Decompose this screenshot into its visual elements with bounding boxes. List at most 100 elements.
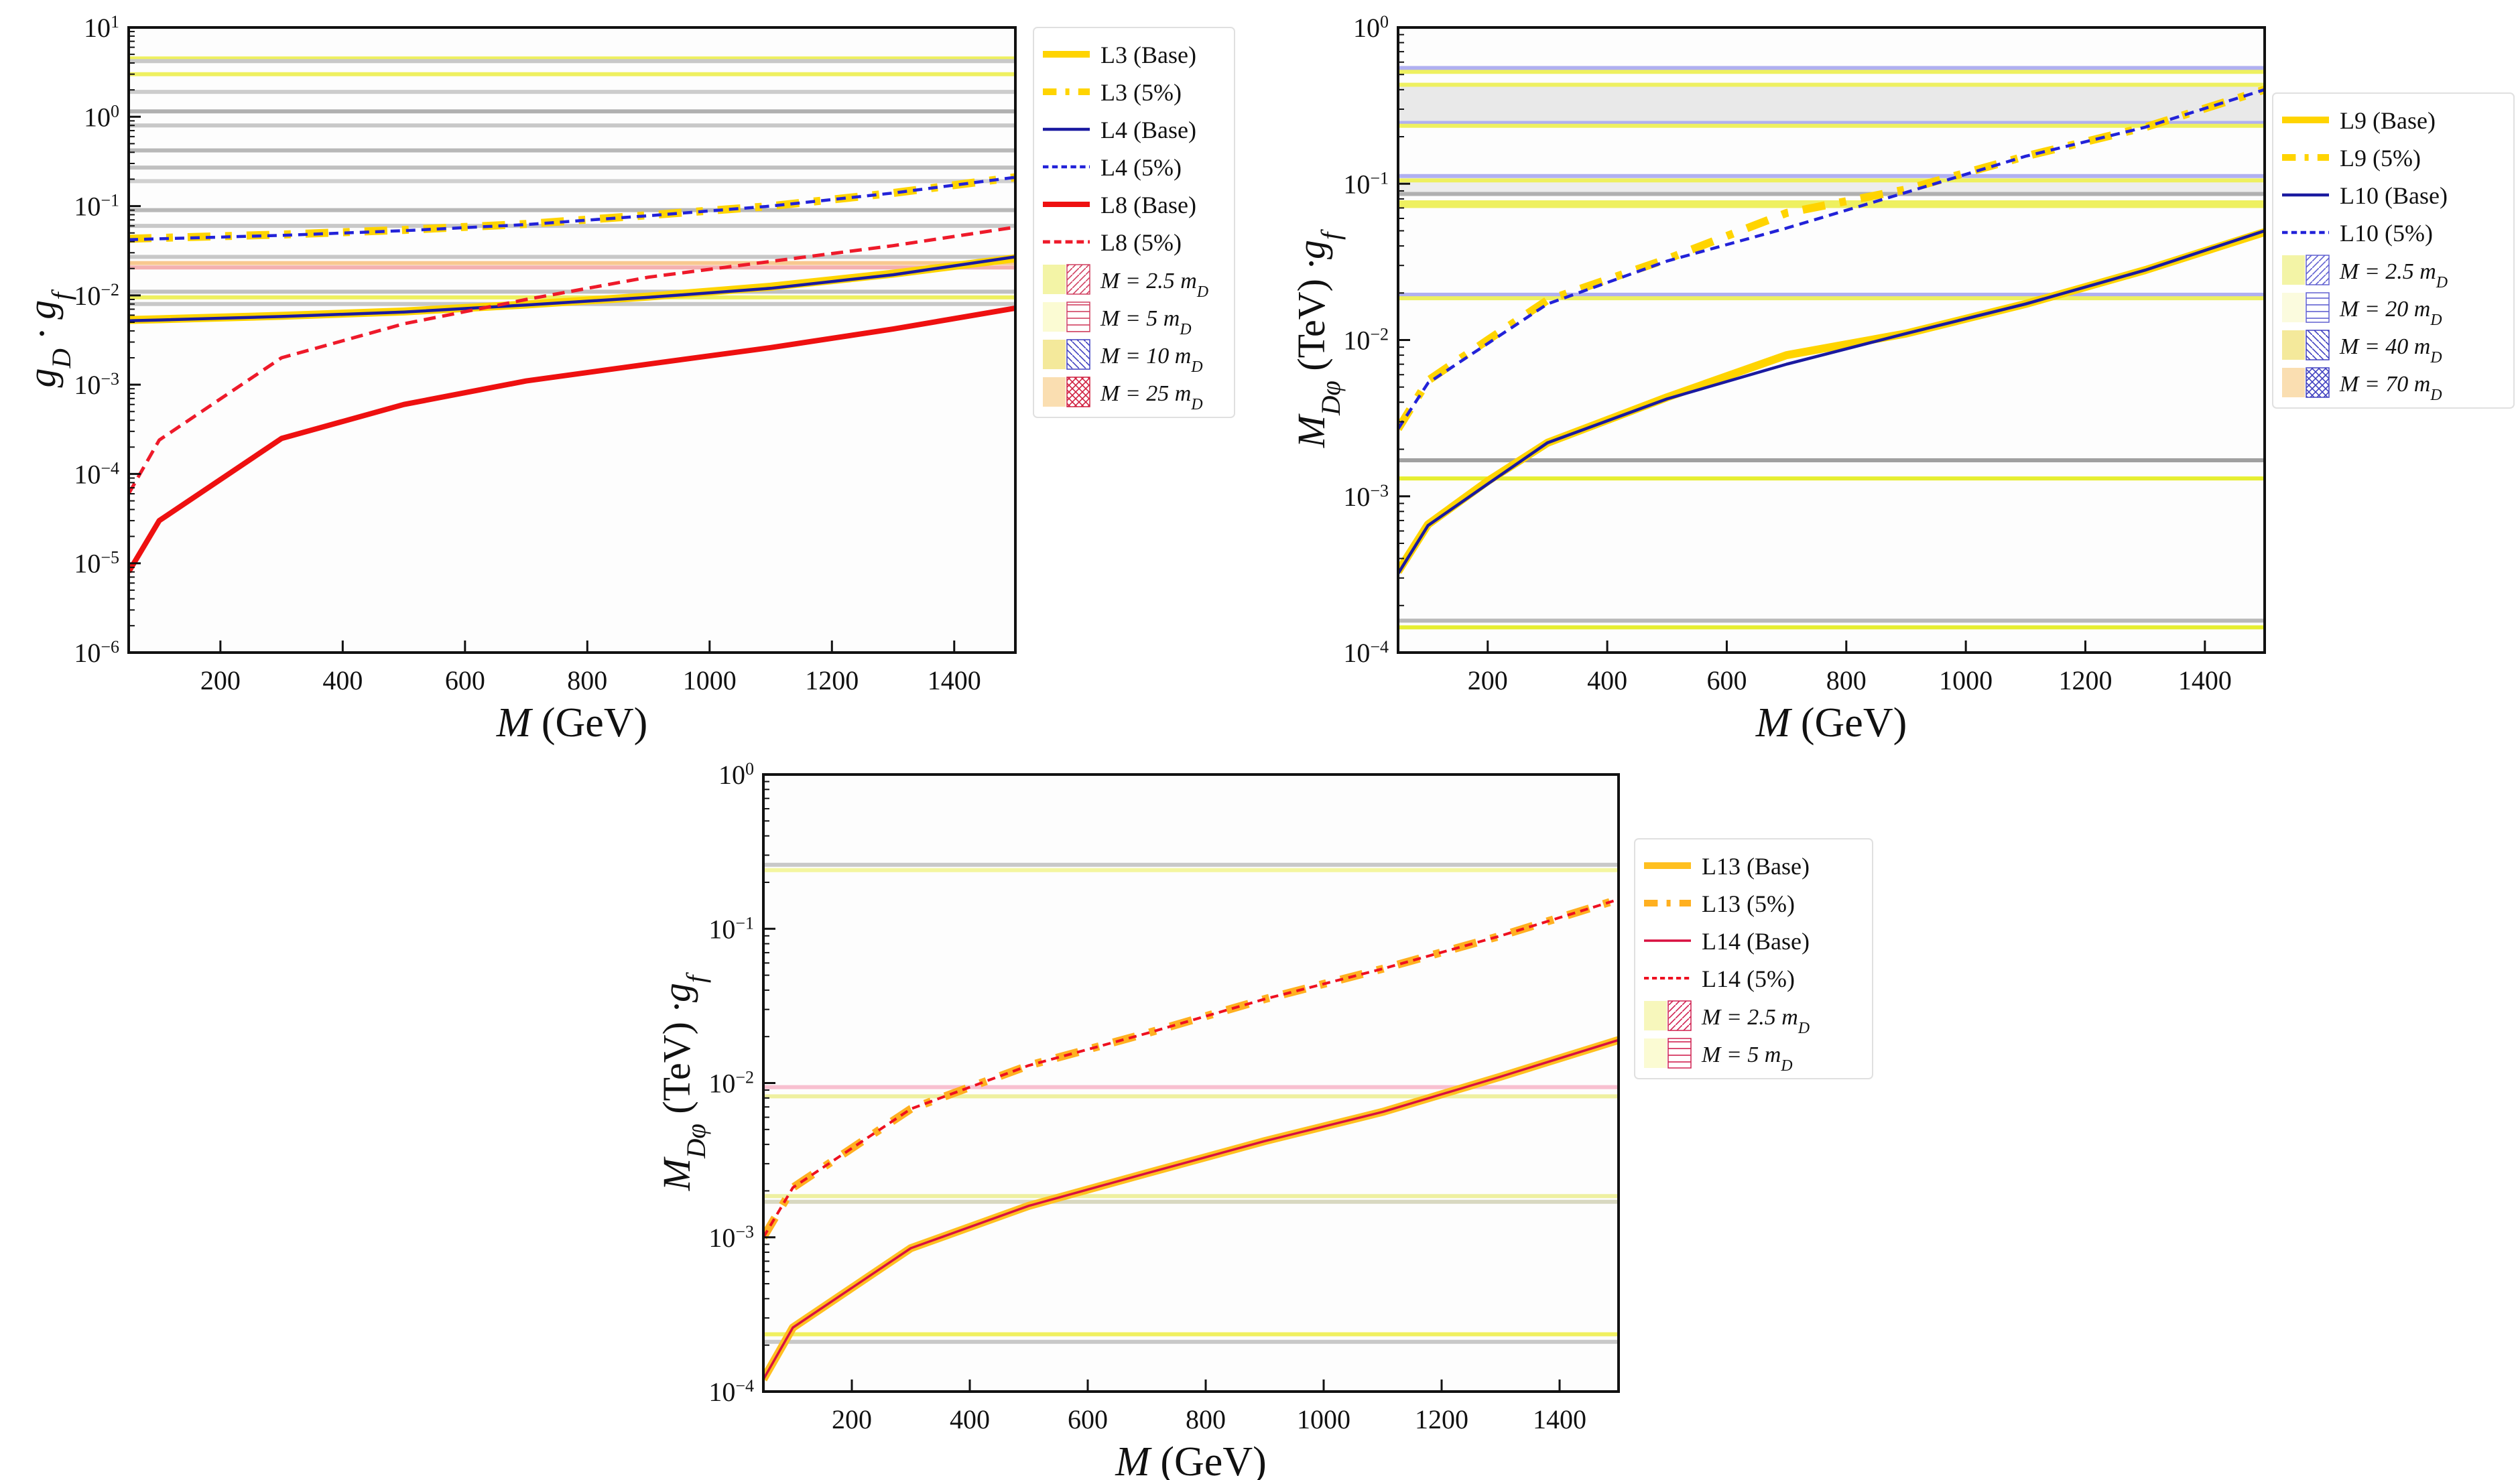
legend-fill-swatch [1644, 1001, 1667, 1030]
x-axis-label: M (GeV) [1115, 1439, 1267, 1480]
legend-fill-swatch [1043, 265, 1066, 294]
series-line-l14-base- [763, 1038, 1619, 1380]
y-tick-label: 10−6 [74, 637, 119, 669]
legend-fill-swatch [1043, 340, 1066, 369]
legend-label: L13 (Base) [1702, 853, 1810, 880]
legend-fill-swatch [2282, 255, 2305, 285]
plot-content [129, 56, 1015, 574]
legend-label: L10 (Base) [2340, 182, 2448, 209]
legend-fill-swatch [1043, 302, 1066, 332]
y-axis-label: MDφ (TeV) ·gf [1289, 229, 1346, 448]
y-tick-label: 10−2 [74, 279, 119, 311]
legend-hatch-swatch [1066, 264, 1090, 295]
legend-hatch-swatch [2306, 292, 2330, 323]
plot-area [129, 27, 1015, 653]
shaded-region [1398, 180, 2265, 194]
x-tick-label: 200 [1468, 665, 1508, 695]
legend-hatch-swatch [1667, 1000, 1692, 1031]
y-tick-label: 10−1 [708, 913, 754, 945]
chart-panel-3: 200 400 600 800 1000 1200 1400 10−4 10−3 10−2 10−1… [655, 759, 1620, 1480]
y-tick-label: 10−3 [1343, 480, 1389, 512]
legend-label: L3 (Base) [1100, 42, 1196, 68]
series-line-l10-base- [1398, 229, 2265, 575]
legend-label: L14 (5%) [1702, 965, 1795, 992]
y-tick-label: 10−3 [708, 1221, 754, 1253]
x-tick-label: 200 [832, 1404, 872, 1434]
legend-2: L9 (Base) L9 (5%) L10 (Base) L10 (5%) M = 2.… [2272, 92, 2515, 409]
y-tick-label: 10−5 [74, 547, 119, 579]
legend-3: L13 (Base) L13 (5%) L14 (Base) L14 (5%) M = … [1634, 838, 1873, 1079]
x-tick-label: 800 [567, 665, 607, 695]
chart-panel-2: 200 400 600 800 1000 1200 1400 10−4 10−3 10−2 10−1… [1289, 12, 2266, 746]
legend-box [1634, 838, 1873, 1079]
x-tick-label: 800 [1826, 665, 1867, 695]
legend-label: L8 (5%) [1100, 229, 1182, 256]
y-axis-label: gD · gf [20, 289, 76, 388]
legend-fill-swatch [2282, 293, 2305, 322]
legend-fill-swatch [1043, 377, 1066, 407]
x-tick-label: 400 [950, 1404, 990, 1434]
legend-label: L13 (5%) [1702, 890, 1795, 917]
series-line-l8-base- [129, 305, 1015, 574]
legend-label: L3 (5%) [1100, 79, 1182, 106]
x-tick-label: 400 [1587, 665, 1627, 695]
legend-label: M = 5 mD [1100, 306, 1192, 338]
series-line-l10-5- [1398, 88, 2265, 430]
x-axis-label: M (GeV) [1755, 700, 1907, 746]
y-tick-label: 10−2 [1343, 324, 1389, 356]
legend-label: L14 (Base) [1702, 928, 1810, 955]
legend-label: M = 25 mD [1100, 381, 1203, 413]
legend-label: L4 (5%) [1100, 154, 1182, 181]
x-tick-label: 1000 [683, 665, 737, 695]
series-line-l14-5- [763, 898, 1619, 1238]
y-tick-label: 10−2 [708, 1067, 754, 1099]
x-axis-label: M (GeV) [496, 700, 648, 746]
x-tick-label: 1000 [1297, 1404, 1350, 1434]
legend-label: L9 (Base) [2340, 107, 2436, 134]
legend-label: M = 70 mD [2339, 372, 2442, 404]
legend-label: M = 2.5 mD [1701, 1005, 1810, 1037]
legend-hatch-swatch [2306, 255, 2330, 285]
shaded-region [1398, 84, 2265, 123]
legend-hatch-swatch [2306, 330, 2330, 360]
y-axis-label: MDφ (TeV) ·gf [655, 972, 711, 1191]
plot-content [763, 862, 1619, 1382]
x-tick-label: 600 [445, 665, 485, 695]
legend-hatch-swatch [1066, 339, 1090, 370]
legend-fill-swatch [2282, 368, 2305, 397]
chart-panel-1: 200 400 600 800 1000 1200 1400 10−6 10−5 10−4 10−3… [20, 12, 1017, 746]
legend-label: L9 (5%) [2340, 145, 2421, 172]
legend-label: M = 2.5 mD [1100, 269, 1208, 301]
legend-label: L4 (Base) [1100, 117, 1196, 143]
series-line-l8-5- [129, 225, 1015, 495]
legend-hatch-swatch [1066, 301, 1090, 332]
y-tick-label: 100 [84, 101, 119, 133]
legend-hatch-swatch [1667, 1038, 1692, 1069]
x-tick-label: 1400 [928, 665, 981, 695]
legend-fill-swatch [1644, 1038, 1667, 1068]
legend-label: L10 (5%) [2340, 220, 2433, 247]
legend-label: L8 (Base) [1100, 192, 1196, 218]
y-tick-label: 10−4 [1343, 637, 1389, 669]
x-tick-label: 1400 [1533, 1404, 1586, 1434]
axes-frame [127, 26, 1017, 654]
x-tick-label: 1200 [805, 665, 859, 695]
x-tick-label: 200 [200, 665, 241, 695]
y-tick-label: 10−1 [1343, 168, 1389, 200]
legend-label: M = 40 mD [2339, 334, 2442, 366]
y-tick-label: 10−4 [74, 458, 119, 490]
plot-content [1398, 66, 2265, 630]
legend-hatch-swatch [1066, 377, 1090, 407]
legend-fill-swatch [2282, 330, 2305, 360]
y-tick-label: 100 [1353, 12, 1389, 44]
x-tick-label: 1200 [2058, 665, 2112, 695]
legend-hatch-swatch [2306, 367, 2330, 398]
x-tick-label: 600 [1068, 1404, 1108, 1434]
series-line-l4-5- [129, 176, 1015, 242]
x-tick-label: 400 [322, 665, 363, 695]
y-tick-label: 101 [84, 12, 119, 44]
legend-box [2272, 92, 2515, 409]
x-tick-label: 1400 [2178, 665, 2232, 695]
y-tick-label: 10−4 [708, 1376, 754, 1408]
